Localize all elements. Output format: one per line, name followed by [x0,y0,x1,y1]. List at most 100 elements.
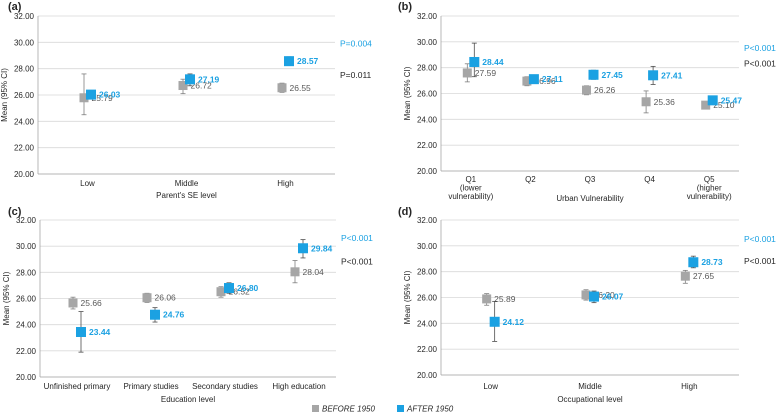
y-tick-label: 20.00 [417,371,438,380]
before-1950-marker [142,293,152,303]
after-1950-marker [86,89,96,100]
after-1950-marker [185,74,195,85]
before-1950-marker [79,93,89,103]
y-axis-label: Mean (95% CI) [403,270,412,324]
legend-after-swatch [397,405,404,412]
before-1950-marker [482,294,492,304]
before-1950-marker [216,287,226,297]
before-1950-data-label: 26.20 [594,290,616,300]
before-1950-marker [701,100,711,110]
before-1950-marker [680,271,690,281]
before-1950-data-label: 26.72 [191,81,213,91]
y-tick-label: 30.00 [417,242,438,251]
before-1950-marker [178,81,188,91]
y-axis-label: Mean (95% CI) [403,66,412,120]
x-axis-label: Parent's SE level [156,191,217,200]
x-tick-label: Q1 (lower vulnerability) [448,175,493,201]
after-1950-data-label: 24.12 [503,317,525,327]
y-tick-label: 22.00 [417,141,438,150]
after-1950-data-label: 24.76 [163,310,185,320]
y-tick-label: 26.00 [14,91,35,100]
before-1950-marker [582,85,591,95]
after-1950-marker [589,291,599,302]
after-1950-data-label: 26.07 [602,292,624,302]
x-tick-label: Q5 (higher vulnerability) [687,175,732,201]
x-tick-label: Unfinished primary [44,382,111,391]
y-tick-label: 22.00 [14,144,35,153]
after-1950-marker [489,316,500,327]
x-tick-label: Low [80,179,95,188]
x-tick-label: Low [483,382,498,391]
after-1950-data-label: 29.84 [311,243,333,253]
before-1950-marker [522,76,532,86]
y-tick-label: 24.00 [14,117,35,126]
before-1950-data-label: 25.79 [92,93,114,103]
panel-letter: (a) [8,1,22,13]
y-tick-label: 26.00 [417,90,438,99]
p-value-before: P=0.011 [340,70,372,80]
before-1950-data-label: 26.96 [534,76,556,86]
x-tick-label: Middle [175,179,199,188]
after-1950-data-label: 28.73 [701,257,723,267]
x-axis-label: Urban Vulnerability [556,194,623,203]
p-value-after: P<0.001 [744,234,776,244]
before-1950-marker [462,68,472,78]
chart-panel: (d) 20.00 22.00 24.00 26.00 28.00 30.00 32.00 Me… [398,206,776,404]
y-tick-label: 26.00 [16,295,37,304]
y-tick-label: 24.00 [417,319,438,328]
p-value-before: P<0.001 [341,256,373,266]
before-1950-data-label: 25.10 [713,100,735,110]
y-tick-label: 32.00 [14,12,35,21]
y-tick-label: 24.00 [417,115,438,124]
y-tick-label: 30.00 [14,38,35,47]
y-tick-label: 28.00 [14,65,35,74]
before-1950-marker [68,298,78,308]
after-1950-data-label: 23.44 [89,327,111,337]
x-tick-label: Q2 [525,175,536,184]
panel-letter: (b) [398,1,412,13]
after-1950-marker [150,309,160,320]
y-tick-label: 30.00 [16,242,37,251]
y-tick-label: 28.00 [16,268,37,277]
after-1950-data-label: 28.44 [482,57,504,67]
y-axis-label: Mean (95% CI) [2,271,11,325]
before-1950-marker [290,267,300,277]
after-1950-marker [469,56,480,67]
after-1950-marker [588,69,599,80]
p-value-before: P<0.001 [744,58,776,68]
panel-letter: (d) [398,206,412,218]
before-1950-data-label: 25.89 [494,294,516,304]
before-1950-data-label: 28.04 [303,267,325,277]
figure-legend: BEFORE 1950 AFTER 1950 [312,405,454,414]
y-tick-label: 22.00 [16,347,37,356]
x-tick-label: Middle [578,382,602,391]
p-value-before: P<0.001 [744,256,776,266]
before-1950-data-label: 25.66 [81,298,103,308]
after-1950-data-label: 27.19 [198,74,220,84]
chart-panel: (b) 20.00 22.00 24.00 26.00 28.00 30.00 32.00 Me… [398,1,776,203]
y-tick-label: 20.00 [417,167,438,176]
legend-after-label: AFTER 1950 [406,405,454,414]
after-1950-marker [528,74,539,85]
legend-before-label: BEFORE 1950 [322,405,375,414]
after-1950-marker [298,243,308,254]
before-1950-data-label: 26.52 [229,287,251,297]
x-tick-label: Q4 [644,175,655,184]
x-tick-label: High education [272,382,325,391]
before-1950-data-label: 26.06 [155,293,177,303]
after-1950-marker [707,95,718,106]
y-tick-label: 24.00 [16,321,37,330]
y-tick-label: 32.00 [417,216,438,225]
x-tick-label: Q3 [585,175,596,184]
chart-panel: (a) 20.00 22.00 24.00 26.00 28.00 30.00 32.00 Me… [0,1,372,200]
x-axis-label: Education level [161,395,215,404]
y-tick-label: 26.00 [417,294,438,303]
y-tick-label: 28.00 [417,268,438,277]
after-1950-data-label: 27.11 [542,74,563,84]
panel-letter: (c) [8,206,22,218]
before-1950-data-label: 27.59 [475,68,497,78]
p-value-after: P=0.004 [340,38,372,48]
after-1950-data-label: 27.45 [602,70,624,80]
y-tick-label: 32.00 [417,12,438,21]
